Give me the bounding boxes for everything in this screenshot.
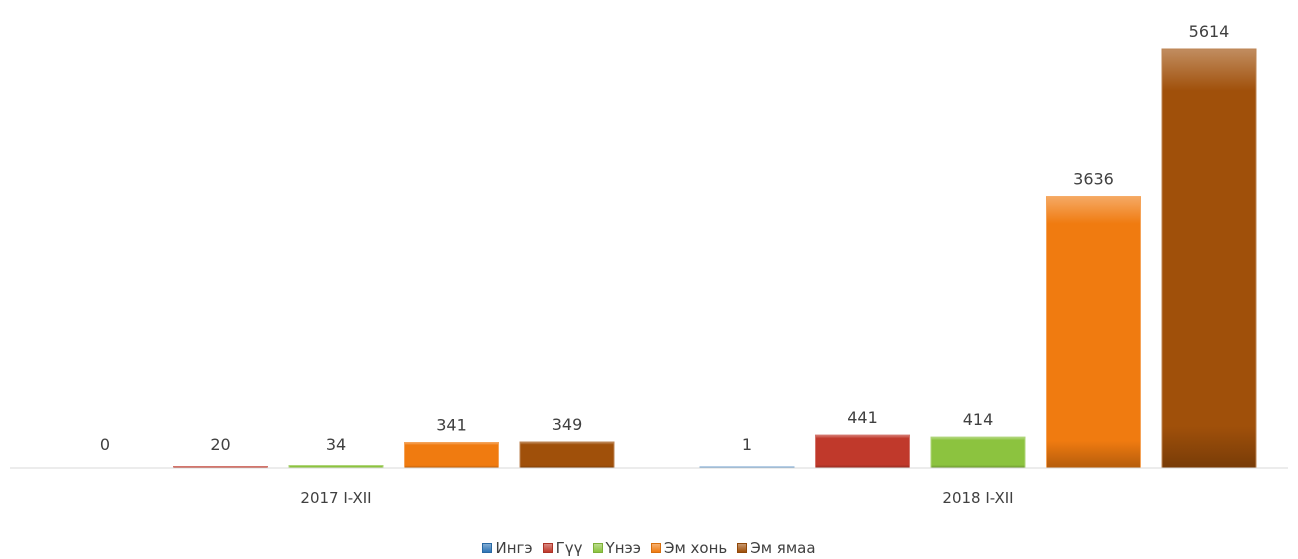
legend-label-2: Үнээ [605,539,641,557]
bar-0-4 [519,441,615,469]
legend-swatch-2 [592,543,603,553]
bar-1-4 [1161,48,1257,469]
data-label-1-2: 414 [963,410,994,429]
legend-item-2: Үнээ [592,539,641,557]
bar-1-3 [1046,196,1141,469]
legend-swatch-3 [650,543,661,553]
legend-swatch-1 [542,543,553,553]
category-labels-group: 2017 I-XII 2018 I-XII [300,489,1013,507]
legend-item-3: Эм хонь [650,539,728,557]
data-label-1-1: 441 [847,408,878,427]
category-label-0: 2017 I-XII [300,489,371,507]
value-labels-group: 0 20 34 341 349 1 441 414 3636 5614 [100,22,1229,454]
data-label-0-2: 34 [326,435,346,454]
category-label-1: 2018 I-XII [942,489,1013,507]
legend-label-1: Гүү [555,539,583,557]
legend-swatch-4 [737,543,748,553]
legend-label-3: Эм хонь [663,539,728,557]
data-label-1-4: 5614 [1189,22,1230,41]
bar-1-1 [815,434,910,469]
bar-1-2 [930,436,1026,469]
legend-swatch-0 [482,543,493,553]
data-label-0-0: 0 [100,435,110,454]
legend-item-1: Гүү [542,539,583,557]
bar-0-3 [404,442,499,469]
legend-label-0: Ингэ [495,539,533,557]
data-label-0-4: 349 [552,415,583,434]
data-label-1-0: 1 [742,435,752,454]
data-label-0-1: 20 [210,435,230,454]
data-label-1-3: 3636 [1073,170,1114,189]
bars-group [173,48,1257,469]
legend-item-4: Эм ямаа [737,539,816,557]
legend: Ингэ Гүү Үнээ Эм хонь Эм ямаа [0,538,1298,558]
legend-item-0: Ингэ [482,539,533,557]
legend-label-4: Эм ямаа [750,539,816,557]
data-label-0-3: 341 [436,416,467,435]
